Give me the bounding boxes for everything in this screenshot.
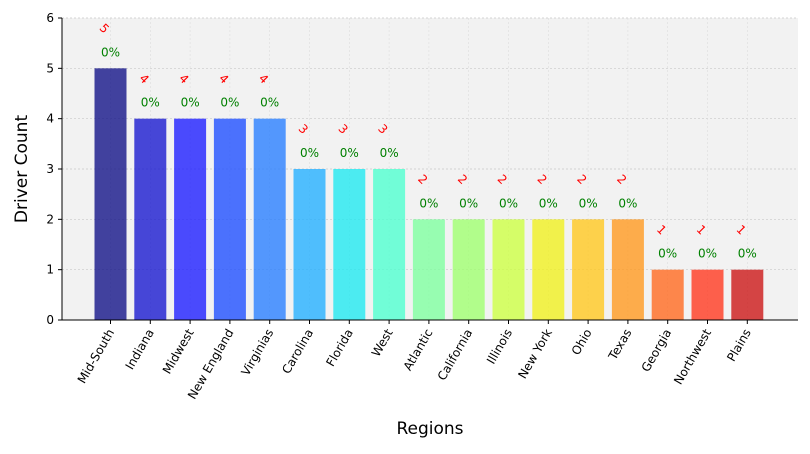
x-tick-label: Virginias — [238, 327, 276, 379]
bar — [492, 219, 525, 320]
y-tick-label: 4 — [46, 112, 54, 126]
x-tick-label: Texas — [605, 327, 634, 364]
percent-label: 0% — [419, 196, 438, 210]
bar — [412, 219, 445, 320]
x-tick-label: Carolina — [279, 327, 316, 377]
percent-label: 0% — [101, 45, 120, 59]
bar — [611, 219, 644, 320]
x-tick-label: Florida — [323, 327, 356, 369]
bar — [174, 118, 207, 321]
bar — [651, 269, 684, 320]
x-tick-label: Indiana — [123, 327, 157, 372]
percent-label: 0% — [260, 96, 279, 110]
x-axis-label: Regions — [396, 419, 463, 439]
percent-label: 0% — [618, 196, 637, 210]
bar — [572, 219, 605, 320]
percent-label: 0% — [181, 96, 200, 110]
y-tick-label: 2 — [46, 212, 54, 226]
x-tick-label: Mid-South — [75, 327, 117, 386]
bar — [94, 68, 127, 320]
y-tick-label: 0 — [46, 313, 54, 327]
percent-label: 0% — [459, 196, 478, 210]
percent-label: 0% — [539, 196, 558, 210]
percent-label: 0% — [499, 196, 518, 210]
x-tick-label: Plains — [724, 327, 754, 364]
bar — [731, 269, 764, 320]
percent-label: 0% — [220, 96, 239, 110]
x-tick-label: Georgia — [639, 327, 675, 375]
bar — [532, 219, 565, 320]
percent-label: 0% — [340, 146, 359, 160]
x-tick-label: West — [369, 326, 396, 359]
x-tick-label: New York — [515, 326, 555, 381]
bar — [253, 118, 286, 321]
percent-label: 0% — [738, 247, 757, 261]
y-tick-label: 6 — [46, 11, 54, 25]
x-tick-label: California — [435, 327, 476, 383]
bar — [293, 169, 326, 320]
x-tick-label: Midwest — [160, 326, 197, 376]
bar — [452, 219, 485, 320]
bar — [213, 118, 246, 321]
bar — [373, 169, 406, 320]
y-tick-label: 5 — [46, 61, 54, 75]
bar — [333, 169, 366, 320]
bar — [134, 118, 167, 321]
percent-label: 0% — [698, 247, 717, 261]
percent-label: 0% — [579, 196, 598, 210]
x-tick-label: Illinois — [484, 327, 515, 367]
bar — [691, 269, 724, 320]
percent-label: 0% — [380, 146, 399, 160]
bars-layer — [94, 68, 764, 321]
percent-label: 0% — [141, 96, 160, 110]
y-axis-label: Driver Count — [12, 115, 32, 224]
percent-label: 0% — [300, 146, 319, 160]
x-tick-label: Northwest — [671, 326, 714, 387]
y-tick-label: 3 — [46, 162, 54, 176]
x-tick-label: Ohio — [569, 327, 595, 358]
percent-label: 0% — [658, 247, 677, 261]
y-tick-label: 1 — [46, 263, 54, 277]
x-tick-label: Atlantic — [401, 327, 436, 374]
